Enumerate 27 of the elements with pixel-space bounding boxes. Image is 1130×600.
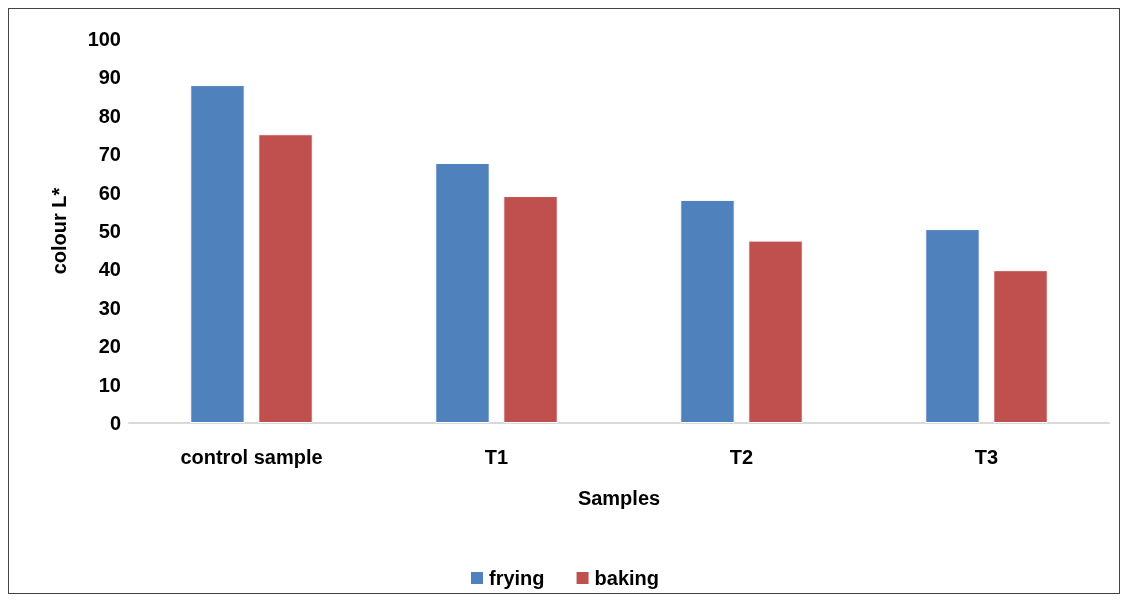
legend-label: baking	[594, 567, 659, 589]
y-tick-label: 50	[98, 220, 121, 242]
y-tick-label: 0	[109, 412, 121, 434]
y-tick-label: 20	[98, 335, 121, 358]
x-tick-label: T2	[729, 446, 754, 468]
x-axis-title: Samples	[577, 487, 661, 509]
y-tick-label: 60	[98, 181, 121, 204]
x-tick-label: T1	[484, 446, 509, 468]
bar	[435, 163, 490, 423]
bar	[748, 240, 803, 423]
bar	[993, 270, 1048, 423]
y-tick-label: 10	[98, 373, 121, 396]
y-tick-label: 30	[98, 296, 121, 319]
y-tick-label: 70	[98, 143, 121, 166]
y-tick-label: 80	[98, 104, 121, 127]
bar	[503, 196, 558, 423]
bar	[680, 199, 735, 423]
bar	[258, 134, 313, 423]
y-tick-label: 100	[87, 28, 121, 50]
y-tick-label: 40	[98, 258, 121, 281]
bar	[925, 229, 980, 423]
y-tick-label: 90	[98, 66, 121, 89]
legend-label: frying	[489, 567, 545, 589]
x-tick-label: control sample	[180, 446, 323, 468]
bar	[190, 85, 245, 423]
y-axis-title: colour L*	[48, 187, 70, 275]
x-tick-label: T3	[974, 446, 999, 468]
